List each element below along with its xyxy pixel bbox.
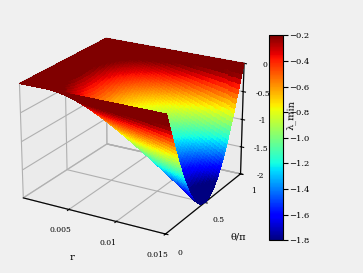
X-axis label: r: r xyxy=(70,253,74,262)
Y-axis label: θ/π: θ/π xyxy=(231,232,246,241)
